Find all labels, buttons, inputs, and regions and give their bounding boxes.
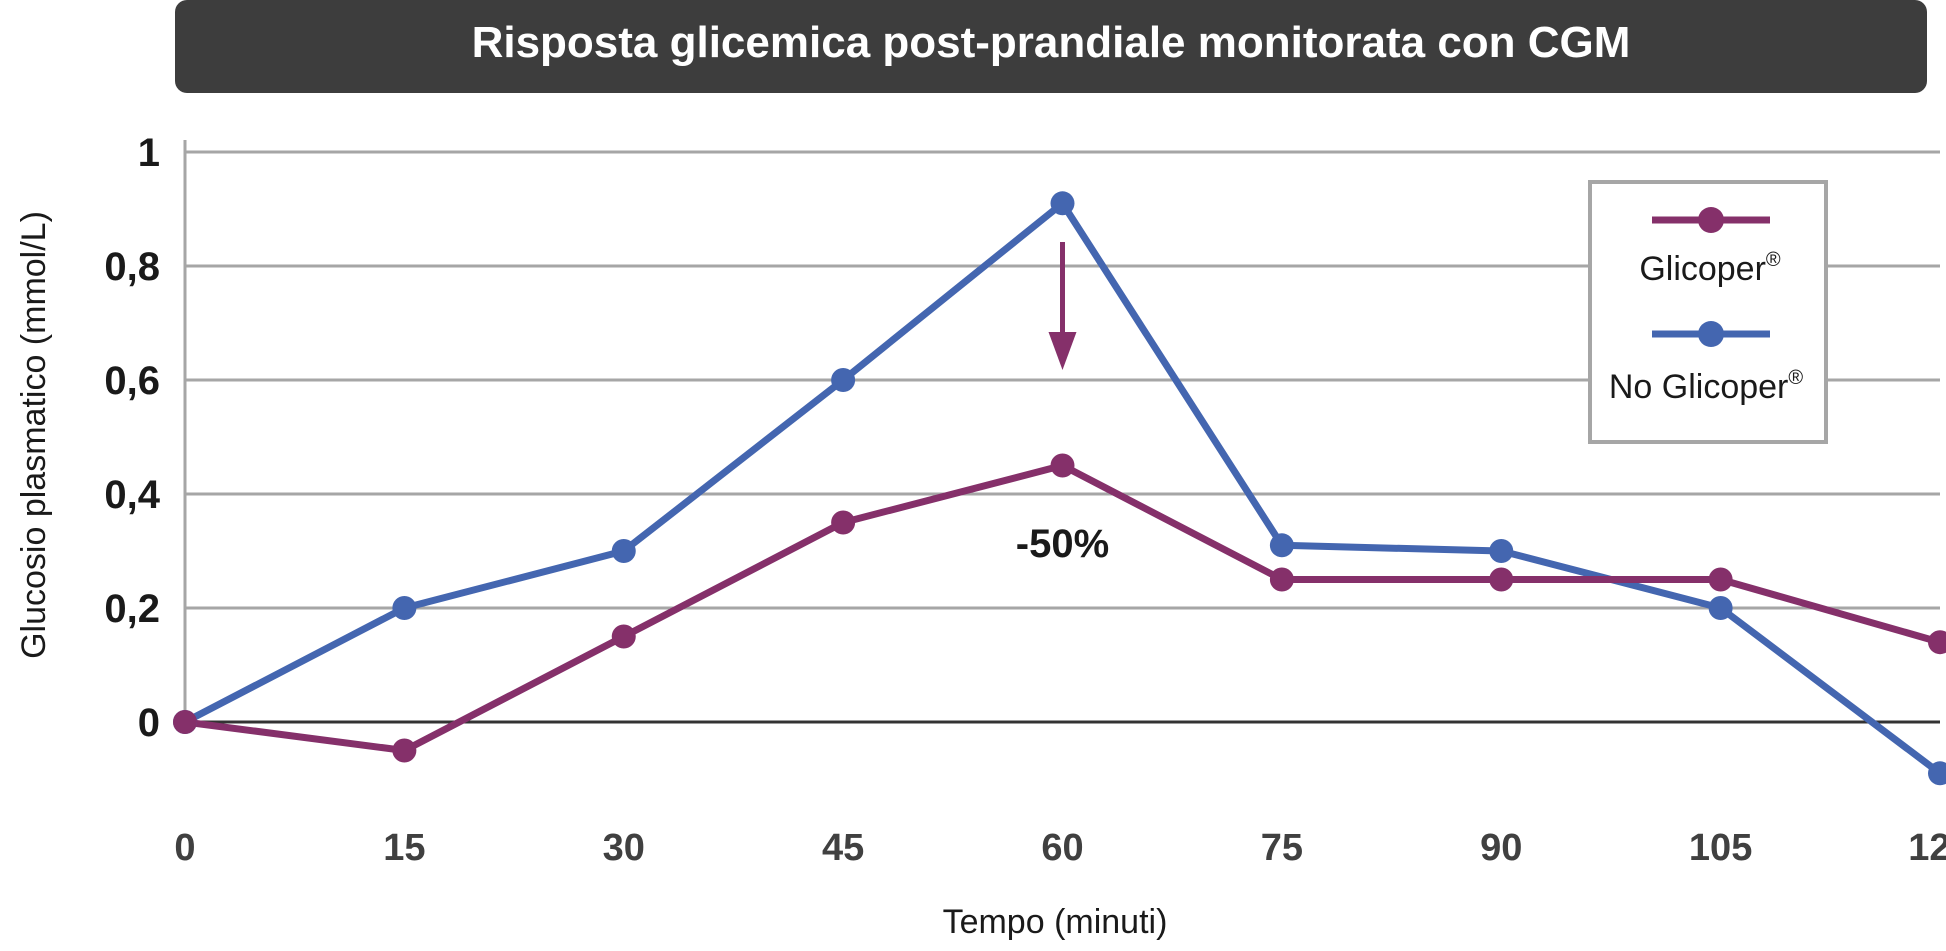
y-tick-label: 0,4 bbox=[104, 473, 160, 517]
reduction-arrow-head bbox=[1048, 332, 1077, 370]
data-point-no-glicoper bbox=[1928, 761, 1946, 786]
data-point-glicoper bbox=[611, 624, 636, 649]
x-tick-labels: 0 15 30 45 60 75 90 105 120 bbox=[174, 827, 1946, 869]
data-point-no-glicoper bbox=[1050, 191, 1075, 216]
annotation-group: -50% bbox=[1016, 242, 1109, 566]
x-tick-label: 60 bbox=[1041, 827, 1083, 869]
x-tick-label: 105 bbox=[1689, 827, 1752, 869]
title-bar: Risposta glicemica post-prandiale monito… bbox=[175, 0, 1927, 93]
chart-title: Risposta glicemica post-prandiale monito… bbox=[472, 18, 1631, 67]
legend-marker-glicoper bbox=[1698, 207, 1724, 233]
series-group bbox=[173, 191, 1946, 786]
x-tick-label: 30 bbox=[603, 827, 645, 869]
y-tick-label: 0,6 bbox=[104, 359, 160, 403]
data-point-no-glicoper bbox=[611, 539, 636, 563]
x-tick-label: 15 bbox=[383, 827, 425, 869]
legend-marker-no-glicoper bbox=[1698, 321, 1724, 347]
data-point-glicoper bbox=[1928, 630, 1946, 655]
title-background bbox=[175, 0, 1927, 93]
y-tick-label: 0,8 bbox=[104, 245, 160, 289]
data-point-glicoper bbox=[1489, 567, 1514, 592]
data-point-glicoper bbox=[173, 710, 197, 734]
y-tick-labels: 0 0,2 0,4 0,6 0,8 1 bbox=[104, 131, 160, 745]
x-tick-label: 120 bbox=[1908, 827, 1946, 869]
y-tick-label: 0 bbox=[138, 701, 160, 745]
x-tick-label: 90 bbox=[1480, 827, 1522, 869]
legend-label-glicoper: Glicoper® bbox=[1639, 249, 1781, 288]
reduction-label: -50% bbox=[1016, 522, 1109, 566]
data-point-no-glicoper bbox=[1489, 539, 1514, 563]
legend: Glicoper® No Glicoper® bbox=[1588, 180, 1828, 444]
data-point-no-glicoper bbox=[1708, 596, 1733, 620]
data-point-no-glicoper bbox=[831, 368, 856, 392]
y-tick-label: 1 bbox=[138, 131, 160, 175]
x-tick-label: 75 bbox=[1261, 827, 1303, 869]
data-point-no-glicoper bbox=[1269, 533, 1294, 558]
data-point-glicoper bbox=[392, 738, 417, 763]
x-tick-label: 45 bbox=[822, 827, 864, 869]
data-point-glicoper bbox=[831, 510, 856, 535]
legend-label-no-glicoper: No Glicoper® bbox=[1609, 367, 1804, 406]
data-point-glicoper bbox=[1269, 567, 1294, 592]
data-point-glicoper bbox=[1708, 567, 1733, 592]
y-tick-label: 0,2 bbox=[104, 587, 160, 631]
data-point-glicoper bbox=[1050, 453, 1075, 478]
data-point-no-glicoper bbox=[392, 596, 417, 620]
x-tick-label: 0 bbox=[174, 827, 195, 869]
y-axis-label: Glucosio plasmatico (mmol/L) bbox=[15, 211, 53, 659]
x-axis-label: Tempo (minuti) bbox=[943, 903, 1168, 941]
